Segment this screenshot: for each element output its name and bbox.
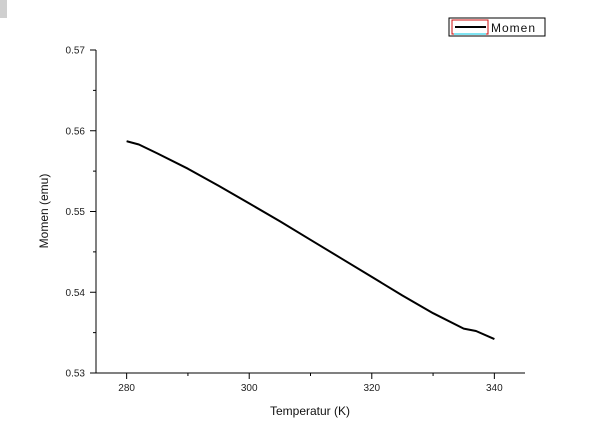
x-tick-label: 300	[241, 383, 258, 394]
y-tick-label: 0.57	[66, 46, 86, 57]
series-line	[126, 140, 495, 341]
y-tick-label: 0.56	[66, 126, 86, 137]
series-layer	[126, 140, 495, 341]
legend-box	[448, 17, 546, 37]
y-tick-label: 0.55	[66, 207, 86, 218]
x-tick-label: 280	[118, 383, 135, 394]
y-tick-label: 0.53	[66, 369, 86, 380]
corner-mark	[0, 0, 7, 18]
axis-ticks: 0.53 0.54 0.55 0.56 0.57 280 300 320 340	[66, 46, 504, 395]
x-tick-label: 320	[363, 383, 380, 394]
axes	[95, 50, 525, 374]
y-tick-label: 0.54	[66, 288, 86, 299]
legend: Momen	[448, 17, 546, 37]
x-axis-title: Temperatur (K)	[270, 404, 350, 418]
y-axis-title: Momen (emu)	[37, 174, 51, 249]
x-tick-label: 340	[486, 383, 503, 394]
legend-label: Momen	[491, 21, 536, 35]
